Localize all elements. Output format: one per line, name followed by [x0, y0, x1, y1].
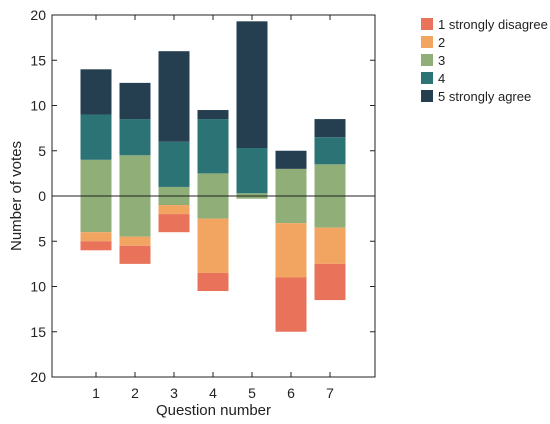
- y-tick-label: 15: [30, 324, 46, 340]
- bar-q1-1-strongly-disagree: [80, 241, 112, 251]
- bar-q6-1-strongly-disagree: [275, 277, 307, 332]
- bar-q2-2: [119, 236, 151, 246]
- x-tick-label: 2: [131, 385, 139, 401]
- legend-label: 5 strongly agree: [438, 89, 531, 104]
- x-tick-label: 1: [92, 385, 100, 401]
- bar-q4-5-strongly-agree: [197, 110, 229, 120]
- x-tick-label: 3: [170, 385, 178, 401]
- bar-q7-1-strongly-disagree: [314, 263, 346, 301]
- bar-q2-1-strongly-disagree: [119, 245, 151, 264]
- bar-q4-2: [197, 218, 229, 273]
- y-tick-label: 10: [30, 279, 46, 295]
- bar-q1-2: [80, 232, 112, 242]
- bar-q1-4: [80, 114, 112, 160]
- legend-swatch: [421, 18, 433, 30]
- bar-q2-5-strongly-agree: [119, 82, 151, 120]
- legend-swatch: [421, 54, 433, 66]
- legend-swatch: [421, 72, 433, 84]
- y-axis: 20 15 10 5 0 5 10 15 20: [30, 7, 375, 385]
- bar-q5-4: [236, 148, 268, 194]
- bar-q3-1-strongly-disagree: [158, 214, 190, 233]
- bar-q3-4: [158, 141, 190, 187]
- bar-q6-5-strongly-agree: [275, 150, 307, 169]
- bars-group: [80, 21, 346, 332]
- legend-label: 4: [438, 71, 445, 86]
- x-tick-label: 5: [248, 385, 256, 401]
- bar-q6-2: [275, 223, 307, 278]
- y-axis-title: Number of votes: [8, 141, 25, 251]
- legend-label: 1 strongly disagree: [438, 17, 548, 32]
- y-tick-label: 5: [38, 233, 46, 249]
- bar-q7-2: [314, 227, 346, 264]
- bar-q7-4: [314, 137, 346, 165]
- bar-q3-2: [158, 205, 190, 215]
- legend-label: 2: [438, 35, 445, 50]
- bar-q2-4: [119, 119, 151, 156]
- y-tick-label: 0: [38, 188, 46, 204]
- y-tick-label: 15: [30, 52, 46, 68]
- x-tick-label: 4: [209, 385, 217, 401]
- x-axis: 1 2 3 4 5 6 7: [92, 15, 334, 401]
- legend-swatch: [421, 36, 433, 48]
- y-tick-label: 10: [30, 98, 46, 114]
- x-axis-title: Question number: [156, 402, 271, 419]
- y-tick-label: 20: [30, 7, 46, 23]
- bar-q7-5-strongly-agree: [314, 119, 346, 138]
- bar-q4-4: [197, 119, 229, 174]
- legend-swatch: [421, 90, 433, 102]
- legend: 1 strongly disagree 2 3 4 5 strongly agree: [421, 17, 548, 104]
- bar-q5-5-strongly-agree: [236, 21, 268, 149]
- bar-q4-1-strongly-disagree: [197, 272, 229, 292]
- bar-q1-5-strongly-agree: [80, 69, 112, 115]
- y-tick-label: 5: [38, 143, 46, 159]
- x-tick-label: 6: [287, 385, 295, 401]
- bar-q3-5-strongly-agree: [158, 51, 190, 142]
- y-tick-label: 20: [30, 369, 46, 385]
- legend-label: 3: [438, 53, 445, 68]
- x-tick-label: 7: [326, 385, 334, 401]
